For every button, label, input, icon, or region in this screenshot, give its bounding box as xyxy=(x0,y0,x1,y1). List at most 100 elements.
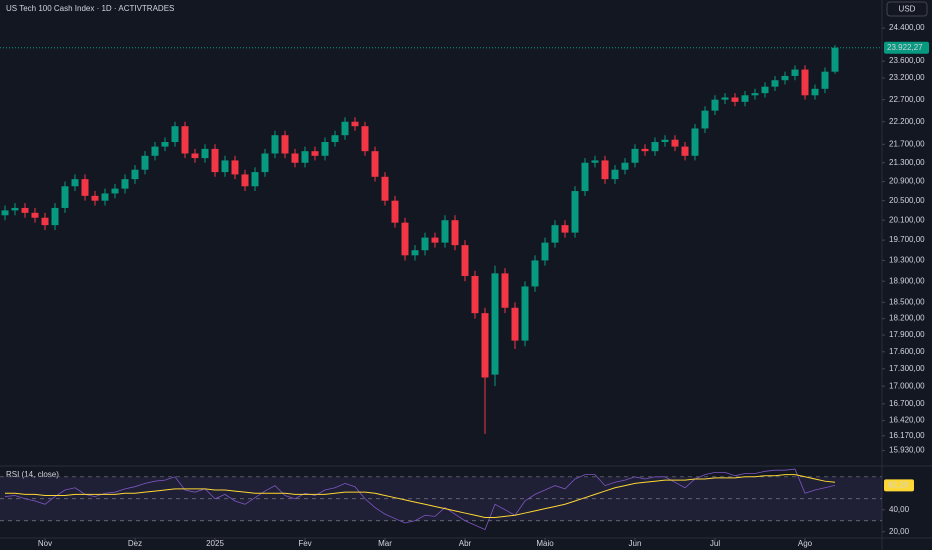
y-tick-label: 19.300,00 xyxy=(889,256,925,265)
x-tick-label: Dez xyxy=(128,539,142,548)
x-tick-label: 2025 xyxy=(206,539,224,548)
candle-body xyxy=(611,169,619,180)
candle-body xyxy=(381,176,389,201)
candle-body xyxy=(111,188,119,194)
candle-body xyxy=(161,142,169,147)
candle-body xyxy=(531,260,539,287)
y-tick-label: 20.500,00 xyxy=(889,196,925,205)
candle-body xyxy=(101,193,109,201)
rsi-line xyxy=(4,468,836,531)
y-tick-label: 15.930,00 xyxy=(889,446,925,455)
candle-body xyxy=(501,273,509,308)
candle-body xyxy=(141,155,149,170)
candle-body xyxy=(821,71,829,89)
candle-body xyxy=(601,160,609,180)
candle-body xyxy=(371,151,379,177)
rsi-ma-line xyxy=(5,474,836,518)
candle-body xyxy=(411,250,419,256)
candle-body xyxy=(21,207,29,213)
candle-body xyxy=(701,110,709,129)
last-price-box xyxy=(884,41,929,54)
candle-body xyxy=(41,217,49,226)
candle-body xyxy=(451,220,459,246)
candle-body xyxy=(1,210,9,216)
candle-body xyxy=(311,151,319,156)
y-tick-label: 18.900,00 xyxy=(889,276,925,285)
y-tick-label: 17.300,00 xyxy=(889,364,925,373)
candle-body xyxy=(751,93,759,96)
candle-body xyxy=(471,275,479,314)
candle-body xyxy=(331,135,339,143)
candle-body xyxy=(461,245,469,276)
candle-body xyxy=(291,153,299,163)
candle-body xyxy=(341,121,349,136)
candle-body xyxy=(231,160,239,175)
candle-body xyxy=(671,139,679,147)
candle-body xyxy=(301,151,309,163)
y-tick-label: 20.900,00 xyxy=(889,177,925,186)
x-tick-label: Mar xyxy=(378,539,392,548)
candle-body xyxy=(581,162,589,192)
y-tick-label: 17.600,00 xyxy=(889,347,925,356)
y2-tick-label: 20,00 xyxy=(889,527,910,536)
candle-body xyxy=(711,99,719,111)
candle-body xyxy=(151,146,159,156)
candle-body xyxy=(541,242,549,261)
y2-tick-label: 40,00 xyxy=(889,505,910,514)
candle-body xyxy=(131,169,139,180)
candle-body xyxy=(281,135,289,154)
candle-body xyxy=(91,195,99,201)
candle-body xyxy=(251,172,259,187)
candle-body xyxy=(511,307,519,341)
x-tick-label: Maio xyxy=(536,539,554,548)
candle-body xyxy=(121,179,129,189)
candle-body xyxy=(361,126,369,152)
candle-body xyxy=(201,148,209,159)
y-tick-label: 21.700,00 xyxy=(889,139,925,148)
candle-body xyxy=(811,88,819,96)
candle-body xyxy=(551,225,559,243)
y-tick-label: 23.600,00 xyxy=(889,56,925,65)
candle-body xyxy=(321,142,329,156)
candle-body xyxy=(491,273,499,375)
y-tick-label: 16.170,00 xyxy=(889,431,925,440)
candle-body xyxy=(631,148,639,163)
candle-body xyxy=(741,95,749,102)
candle-body xyxy=(261,153,269,173)
candle-body xyxy=(271,135,279,154)
candle-body xyxy=(621,162,629,170)
y-tick-label: 17.000,00 xyxy=(889,381,925,390)
candle-body xyxy=(591,160,599,163)
y-tick-label: 16.420,00 xyxy=(889,416,925,425)
candle-body xyxy=(11,207,19,211)
candle-body xyxy=(781,75,789,81)
chart-title: US Tech 100 Cash Index · 1D · ACTIVTRADE… xyxy=(6,4,174,13)
candle-body xyxy=(181,126,189,154)
candle-body xyxy=(731,97,739,102)
candle-body xyxy=(191,153,199,159)
candle-body xyxy=(421,237,429,251)
y-tick-label: 22.200,00 xyxy=(889,117,925,126)
candle-body xyxy=(211,148,219,173)
y-tick-label: 23.200,00 xyxy=(889,73,925,82)
currency-button[interactable] xyxy=(886,1,928,17)
candle-body xyxy=(691,128,699,156)
candle-body xyxy=(51,207,59,226)
candle-body xyxy=(521,286,529,341)
x-tick-label: Nov xyxy=(38,539,52,548)
candle-body xyxy=(391,200,399,223)
candle-body xyxy=(791,69,799,76)
candle-body xyxy=(171,126,179,143)
candle-body xyxy=(651,142,659,152)
candle-body xyxy=(31,212,39,218)
y-tick-label: 20.100,00 xyxy=(889,215,925,224)
currency-label[interactable]: USD xyxy=(899,5,916,14)
rsi-value-label: 62,20 xyxy=(888,480,909,489)
x-tick-label: Abr xyxy=(459,539,472,548)
y-tick-label: 19.700,00 xyxy=(889,235,925,244)
candle-body xyxy=(801,69,809,96)
y-tick-label: 18.200,00 xyxy=(889,314,925,323)
candle-body xyxy=(441,220,449,243)
y-tick-label: 17.900,00 xyxy=(889,330,925,339)
